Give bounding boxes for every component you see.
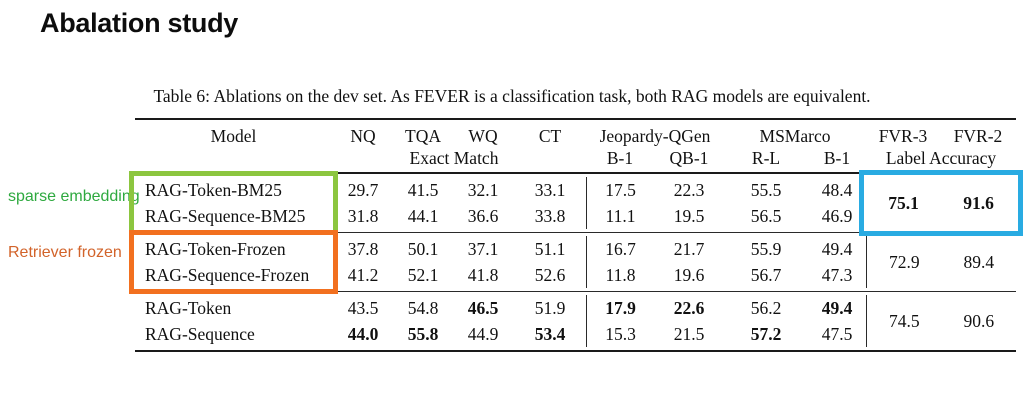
metric-cell: 41.2 xyxy=(347,265,379,285)
header-wq: WQ xyxy=(468,126,498,146)
header-msmarco-b1: B-1 xyxy=(823,148,851,168)
header-jeopardy-qb1: QB-1 xyxy=(669,148,709,168)
annotation-retriever-frozen: Retriever frozen xyxy=(8,244,122,261)
metric-cell: 36.6 xyxy=(467,206,499,226)
model-group-frozen: RAG-Token-Frozen RAG-Sequence-Frozen xyxy=(129,230,338,294)
header-nq: NQ xyxy=(350,126,376,146)
fvr3-value: 75.1 xyxy=(888,192,919,213)
metric-cell: 55.9 xyxy=(750,239,782,259)
header-bottom-rule xyxy=(135,172,1016,174)
metric-cell: 22.3 xyxy=(673,180,705,200)
metric-cell: 46.9 xyxy=(821,206,853,226)
metric-cell: 21.7 xyxy=(673,239,705,259)
metric-cell: 32.1 xyxy=(467,180,499,200)
model-name: RAG-Sequence-Frozen xyxy=(145,265,310,285)
metric-cell: 49.4 xyxy=(821,239,853,259)
table-top-rule xyxy=(135,118,1016,120)
metric-cell: 47.3 xyxy=(821,265,853,285)
metric-cell: 15.3 xyxy=(586,321,654,347)
metric-cell: 41.5 xyxy=(407,180,439,200)
metric-cell: 56.5 xyxy=(750,206,782,226)
header-jeopardy-b1: B-1 xyxy=(606,148,634,168)
header-exact-match: Exact Match xyxy=(409,148,499,168)
results-table: Model NQ TQA WQ CT Jeopardy-QGen MSMarco… xyxy=(129,118,1023,352)
metric-cell: 44.9 xyxy=(467,324,499,344)
metric-cell: 44.1 xyxy=(407,206,439,226)
metric-cell: 56.2 xyxy=(750,298,782,318)
annotation-sparse-embedding: sparse embedding xyxy=(8,188,140,205)
metric-cell: 37.8 xyxy=(347,239,379,259)
metric-cell: 21.5 xyxy=(673,324,705,344)
table-block-full: RAG-Token RAG-Sequence 43.5 54.8 46.5 51… xyxy=(135,292,1016,350)
metric-cell: 22.6 xyxy=(673,298,705,318)
block-separator-rule xyxy=(135,291,1016,292)
metric-cell: 52.1 xyxy=(407,265,439,285)
metric-cell: 11.1 xyxy=(586,203,654,229)
metric-cell: 55.5 xyxy=(750,180,782,200)
model-group-full: RAG-Token RAG-Sequence xyxy=(135,295,332,347)
model-name: RAG-Sequence xyxy=(145,324,255,344)
table-bottom-rule xyxy=(135,350,1016,352)
metric-cell: 41.8 xyxy=(467,265,499,285)
fvr2-value: 89.4 xyxy=(963,251,995,272)
metric-cell: 37.1 xyxy=(467,239,499,259)
metric-cell: 43.5 xyxy=(347,298,379,318)
table-block-bm25: RAG-Token-BM25 RAG-Sequence-BM25 29.7 41… xyxy=(129,170,1023,236)
header-tqa: TQA xyxy=(405,126,441,146)
header-jeopardy-qgen: Jeopardy-QGen xyxy=(599,126,711,146)
metric-cell: 31.8 xyxy=(347,206,379,226)
metric-cell: 33.1 xyxy=(534,180,566,200)
metric-cell: 19.5 xyxy=(673,206,705,226)
metric-cell: 19.6 xyxy=(673,265,705,285)
fvr3-value: 74.5 xyxy=(888,310,920,331)
header-fvr3: FVR-3 xyxy=(878,126,928,146)
fvr-merged-cell-bm25: 75.1 91.6 xyxy=(859,170,1023,236)
metric-cell: 51.1 xyxy=(534,239,566,259)
header-ct: CT xyxy=(538,126,562,146)
metric-cell: 51.9 xyxy=(534,298,566,318)
metric-cell: 52.6 xyxy=(534,265,566,285)
metric-cell: 17.9 xyxy=(586,295,654,321)
header-fvr2: FVR-2 xyxy=(953,126,1003,146)
metric-cell: 16.7 xyxy=(586,236,654,262)
metric-cell: 44.0 xyxy=(347,324,379,344)
table-caption: Table 6: Ablations on the dev set. As FE… xyxy=(153,86,871,106)
fvr2-value: 91.6 xyxy=(963,192,994,213)
metric-cell: 50.1 xyxy=(407,239,439,259)
metric-cell: 48.4 xyxy=(821,180,853,200)
metric-cell: 29.7 xyxy=(347,180,379,200)
header-msmarco: MSMarco xyxy=(759,126,831,146)
table-header: Model NQ TQA WQ CT Jeopardy-QGen MSMarco… xyxy=(135,120,1016,172)
header-model: Model xyxy=(210,126,257,146)
model-name: RAG-Token xyxy=(145,298,232,318)
metric-cell: 49.4 xyxy=(821,298,853,318)
model-name: RAG-Token-Frozen xyxy=(145,239,286,259)
metric-cell: 53.4 xyxy=(534,324,566,344)
fvr-merged-cell-frozen: 72.9 89.4 xyxy=(866,236,1016,288)
metric-cell: 57.2 xyxy=(750,324,782,344)
metric-cell: 17.5 xyxy=(586,177,654,203)
metric-cell: 33.8 xyxy=(534,206,566,226)
fvr-merged-cell-full: 74.5 90.6 xyxy=(866,295,1016,347)
fvr3-value: 72.9 xyxy=(888,251,920,272)
header-msmarco-rl: R-L xyxy=(751,148,781,168)
metric-cell: 56.7 xyxy=(750,265,782,285)
header-label-accuracy: Label Accuracy xyxy=(885,148,997,168)
table-block-frozen: RAG-Token-Frozen RAG-Sequence-Frozen 37.… xyxy=(129,230,1016,294)
metric-cell: 46.5 xyxy=(467,298,499,318)
slide-title: Abalation study xyxy=(40,8,239,38)
metric-cell: 54.8 xyxy=(407,298,439,318)
model-name: RAG-Token-BM25 xyxy=(145,180,282,200)
metric-cell: 47.5 xyxy=(821,324,853,344)
metric-cell: 11.8 xyxy=(586,262,654,288)
block-separator-rule xyxy=(135,232,1016,233)
model-name: RAG-Sequence-BM25 xyxy=(145,206,306,226)
metric-cell: 55.8 xyxy=(407,324,439,344)
fvr2-value: 90.6 xyxy=(963,310,995,331)
model-group-bm25: RAG-Token-BM25 RAG-Sequence-BM25 xyxy=(129,171,338,235)
